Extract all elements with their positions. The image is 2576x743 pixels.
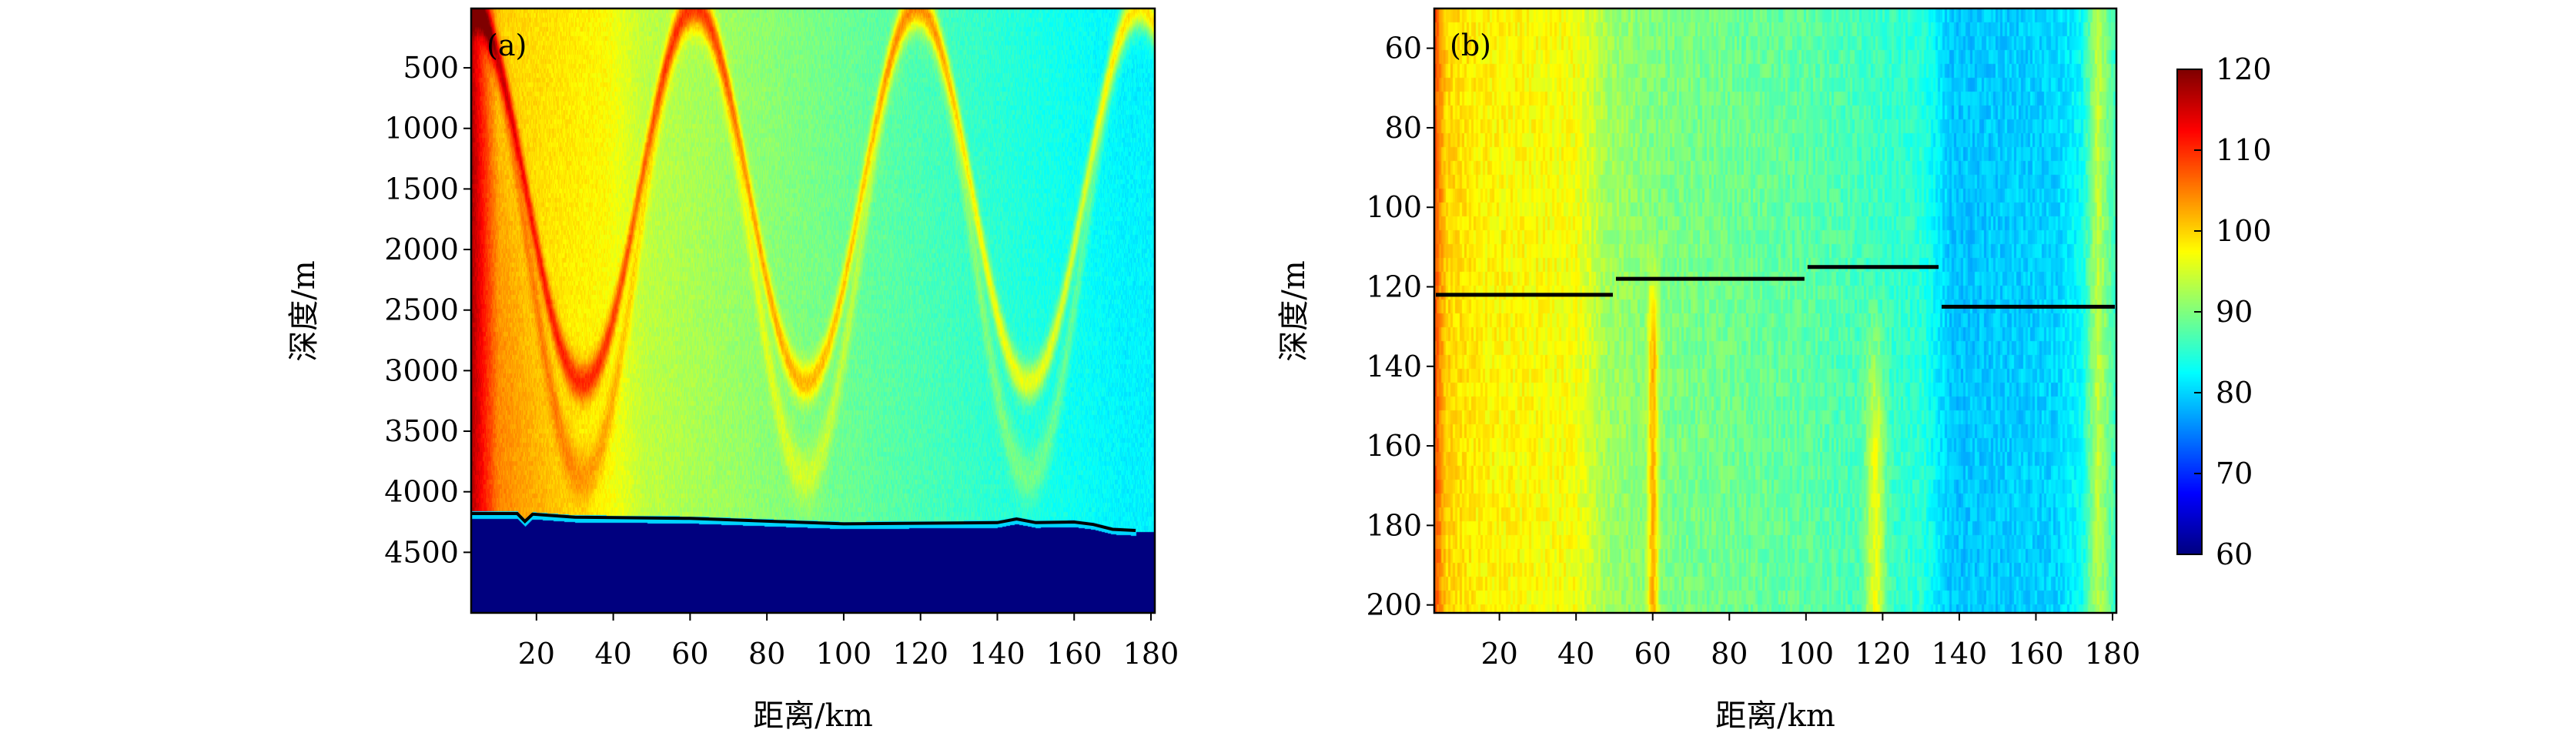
panel-b-ytick-label: 60 — [1385, 32, 1422, 65]
panel-b-xtick-label: 180 — [2085, 637, 2141, 671]
panel-a-xtick-label: 40 — [594, 637, 631, 671]
panel-a-xtick-label: 80 — [748, 637, 785, 671]
panel-a-label: (a) — [487, 28, 527, 62]
panel-a-xtick-label: 60 — [671, 637, 708, 671]
panel-b-xlabel: 距离/km — [1715, 698, 1835, 734]
panel-b-xtick-label: 160 — [2008, 637, 2064, 671]
panel-a-xtick-label: 180 — [1123, 637, 1179, 671]
colorbar-tick-label: 120 — [2216, 52, 2272, 86]
panel-b-xtick-label: 20 — [1480, 637, 1517, 671]
panel-a-ytick-label: 3000 — [384, 353, 459, 387]
panel-b-frame — [1433, 7, 2118, 614]
panel-a-xtick-label: 120 — [892, 637, 948, 671]
colorbar-tick-label: 100 — [2216, 214, 2272, 248]
panel-b-xtick-label: 120 — [1855, 637, 1911, 671]
panel-b-ylabel: 深度/m — [1276, 260, 1312, 361]
panel-b-label: (b) — [1450, 28, 1491, 62]
panel-a-ytick-label: 500 — [403, 51, 459, 85]
panel-b-ytick-label: 180 — [1366, 508, 1422, 542]
bathymetry-line — [471, 512, 1136, 533]
panel-b-ytick-label: 120 — [1366, 270, 1422, 304]
panel-b-xtick-label: 60 — [1634, 637, 1671, 671]
panel-b-xtick-label: 40 — [1557, 637, 1594, 671]
panel-b-ytick-label: 200 — [1366, 588, 1422, 622]
panel-a-ytick-label: 4500 — [384, 535, 459, 569]
colorbar-tick-label: 60 — [2216, 537, 2253, 571]
panel-a-heatmap — [471, 8, 1155, 613]
panel-b-ytick-label: 100 — [1366, 190, 1422, 224]
colorbar-tick-label: 90 — [2216, 295, 2253, 329]
panel-b-xtick-label: 80 — [1711, 637, 1748, 671]
panel-a-ytick-label: 1500 — [384, 172, 459, 206]
panel-b-xtick-label: 100 — [1778, 637, 1835, 671]
panel-a-ytick-label: 3500 — [384, 414, 459, 448]
panel-a-ytick-label: 4000 — [384, 475, 459, 509]
panel-b-ytick-label: 80 — [1385, 111, 1422, 145]
panel-a-ylabel: 深度/m — [286, 260, 322, 361]
colorbar-tick-label: 110 — [2216, 133, 2272, 167]
colorbar-tick-label: 80 — [2216, 376, 2253, 410]
panel-a-xtick-label: 140 — [969, 637, 1025, 671]
panel-b-heatmap — [1434, 8, 2116, 613]
panel-a-xtick-label: 160 — [1046, 637, 1102, 671]
colorbar-tick-label: 70 — [2216, 457, 2253, 490]
panel-a-xtick-label: 100 — [816, 637, 872, 671]
panel-a-xlabel: 距离/km — [753, 698, 873, 734]
panel-b-ytick-label: 140 — [1366, 350, 1422, 383]
panel-a-ytick-label: 1000 — [384, 112, 459, 146]
panel-b-xtick-label: 140 — [1932, 637, 1988, 671]
panel-a-ytick-label: 2500 — [384, 293, 459, 327]
panel-a-ytick-label: 2000 — [384, 233, 459, 266]
panel-b-ytick-label: 160 — [1366, 429, 1422, 463]
panel-a-xtick-label: 20 — [518, 637, 555, 671]
